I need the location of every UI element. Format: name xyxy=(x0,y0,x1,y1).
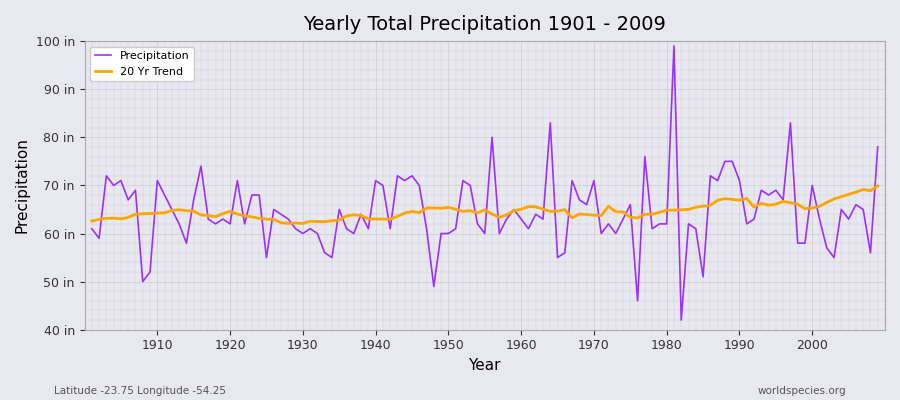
Precipitation xyxy=(872,144,883,149)
Precipitation xyxy=(145,270,156,274)
Precipitation xyxy=(508,207,519,212)
20 Yr Trend xyxy=(523,204,534,209)
Precipitation xyxy=(348,231,359,236)
20 Yr Trend xyxy=(145,211,156,216)
Precipitation xyxy=(676,318,687,322)
Title: Yearly Total Precipitation 1901 - 2009: Yearly Total Precipitation 1901 - 2009 xyxy=(303,15,666,34)
Precipitation xyxy=(86,226,97,231)
Precipitation xyxy=(516,217,526,222)
20 Yr Trend xyxy=(356,213,366,218)
Text: worldspecies.org: worldspecies.org xyxy=(758,386,846,396)
20 Yr Trend xyxy=(516,207,526,212)
20 Yr Trend xyxy=(610,209,621,214)
20 Yr Trend xyxy=(283,221,293,226)
X-axis label: Year: Year xyxy=(469,358,501,373)
Precipitation xyxy=(603,222,614,226)
20 Yr Trend xyxy=(872,184,883,188)
Precipitation xyxy=(669,44,680,48)
Text: Latitude -23.75 Longitude -54.25: Latitude -23.75 Longitude -54.25 xyxy=(54,386,226,396)
Legend: Precipitation, 20 Yr Trend: Precipitation, 20 Yr Trend xyxy=(90,47,194,81)
20 Yr Trend xyxy=(312,219,323,224)
Y-axis label: Precipitation: Precipitation xyxy=(15,138,30,233)
20 Yr Trend xyxy=(86,219,97,224)
Line: 20 Yr Trend: 20 Yr Trend xyxy=(92,186,878,224)
Line: Precipitation: Precipitation xyxy=(92,46,878,320)
Precipitation xyxy=(305,226,316,231)
